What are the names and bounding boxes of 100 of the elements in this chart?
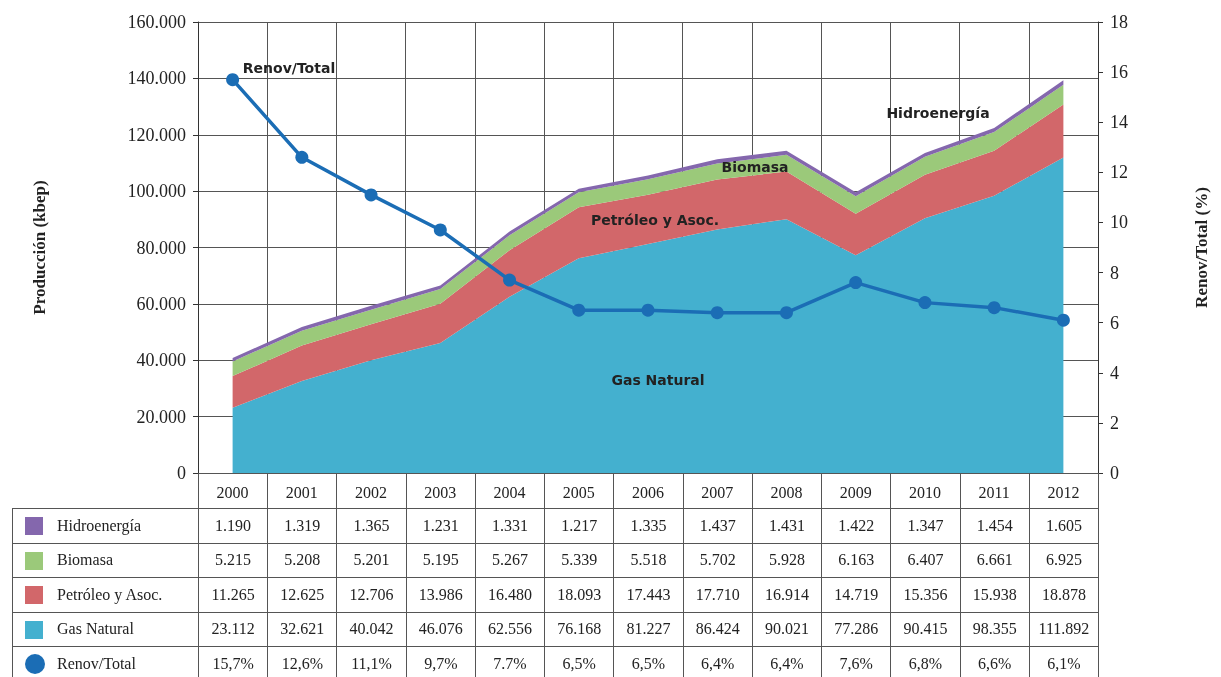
data-label: 16.480: [474, 577, 546, 613]
point: [226, 73, 240, 87]
y2-tick-label: 14: [1110, 112, 1128, 133]
data-label: 98.355: [959, 611, 1030, 647]
x-tick-label: 2002: [355, 483, 388, 501]
data-label: 15.356: [890, 577, 961, 613]
data-label: 1.319: [267, 508, 338, 544]
legend-label: Petróleo y Asoc.: [57, 585, 163, 604]
y-tick-label: 140.000: [127, 68, 186, 89]
data-label: 5.201: [336, 542, 407, 578]
data-label: 11.265: [198, 577, 269, 613]
x-tick-label: 2008: [770, 483, 803, 501]
y-tick-label: 100.000: [127, 181, 186, 202]
data-label: 81.227: [613, 611, 684, 647]
y2-tick-label: 2: [1110, 412, 1119, 433]
data-label: 1.437: [682, 508, 753, 544]
data-label: 6,4%: [751, 646, 823, 677]
x-tick-label: 2011: [978, 483, 1010, 501]
point: [572, 303, 586, 317]
data-label: 32.621: [267, 611, 338, 647]
y-axis-title: Producción (kbep): [30, 180, 49, 315]
point: [364, 188, 378, 202]
point: [849, 276, 863, 290]
data-label: 12.706: [336, 577, 407, 613]
data-label: 5.267: [474, 542, 546, 578]
y2-tick-label: 16: [1110, 62, 1128, 83]
data-label: 5.215: [198, 542, 269, 578]
data-label: 1.335: [613, 508, 684, 544]
data-label: 1.422: [821, 508, 892, 544]
data-label: 6,5%: [544, 646, 615, 677]
y2-tick-label: 10: [1110, 212, 1128, 233]
data-label: 15.938: [959, 577, 1030, 613]
data-label: 12.625: [267, 577, 338, 613]
data-label: 6,1%: [1028, 646, 1099, 677]
data-label: 5.195: [405, 542, 476, 578]
data-label: 1.231: [405, 508, 476, 544]
data-label: 5.339: [544, 542, 615, 578]
x-tick-label: 2012: [1047, 483, 1080, 501]
data-label: 11,1%: [336, 646, 407, 677]
y2-tick-label: 0: [1110, 463, 1119, 483]
y-tick-label: 120.000: [127, 124, 186, 145]
x-tick-label: 2003: [424, 483, 457, 501]
point: [503, 273, 517, 287]
data-label: 46.076: [405, 611, 476, 647]
data-label: 1.605: [1028, 508, 1099, 544]
data-label: 77.286: [821, 611, 892, 647]
data-label: 17.443: [613, 577, 684, 613]
data-label: 14.719: [821, 577, 892, 613]
data-label: 23.112: [198, 611, 269, 647]
x-tick-label: 2010: [908, 483, 941, 501]
data-label: 1.190: [198, 508, 269, 544]
data-label: 5.928: [751, 542, 823, 578]
x-tick-label: 2007: [701, 483, 734, 501]
data-label: 6,8%: [890, 646, 961, 677]
data-label: 1.431: [751, 508, 823, 544]
data-label: 12,6%: [267, 646, 338, 677]
data-label: 1.454: [959, 508, 1030, 544]
data-label: 7.7%: [474, 646, 546, 677]
data-label: 6,4%: [682, 646, 753, 677]
data-label: 90.415: [890, 611, 961, 647]
y-tick-label: 0: [177, 463, 186, 483]
legend-label: Gas Natural: [57, 620, 134, 639]
data-label: 16.914: [751, 577, 823, 613]
data-label: 40.042: [336, 611, 407, 647]
y2-tick-label: 8: [1110, 262, 1119, 283]
x-tick-label: 2004: [493, 483, 526, 501]
annotation: Gas Natural: [611, 372, 705, 388]
data-label: 15,7%: [198, 646, 269, 677]
data-label: 7,6%: [821, 646, 892, 677]
data-label: 5.208: [267, 542, 338, 578]
y-tick-label: 60.000: [136, 293, 186, 314]
y-tick-label: 20.000: [136, 406, 186, 427]
point: [710, 306, 724, 320]
point: [433, 223, 447, 237]
data-label: 5.518: [613, 542, 684, 578]
data-label: 6.925: [1028, 542, 1099, 578]
data-label: 1.331: [474, 508, 546, 544]
x-tick-label: 2009: [839, 483, 872, 501]
data-label: 62.556: [474, 611, 546, 647]
y-tick-label: 160.000: [127, 12, 186, 32]
data-label: 5.702: [682, 542, 753, 578]
data-label: 6.163: [821, 542, 892, 578]
data-label: 6.661: [959, 542, 1030, 578]
legend-label: Hidroenergía: [57, 516, 142, 535]
x-tick-label: 2000: [216, 483, 249, 501]
point: [1056, 313, 1070, 327]
y2-tick-label: 6: [1110, 312, 1119, 333]
point: [918, 296, 932, 310]
y-tick-label: 40.000: [136, 350, 186, 371]
y2-axis-title: Renov/Total (%): [1192, 187, 1211, 308]
point: [987, 301, 1001, 315]
data-label: 76.168: [544, 611, 615, 647]
data-label: 111.892: [1028, 611, 1099, 647]
point: [779, 306, 793, 320]
data-label: 13.986: [405, 577, 476, 613]
data-label: 6.407: [890, 542, 961, 578]
legend-label: Renov/Total: [57, 654, 136, 673]
annotation: Petróleo y Asoc.: [590, 212, 720, 228]
data-label: 1.347: [890, 508, 961, 544]
data-label: 6,5%: [613, 646, 684, 677]
